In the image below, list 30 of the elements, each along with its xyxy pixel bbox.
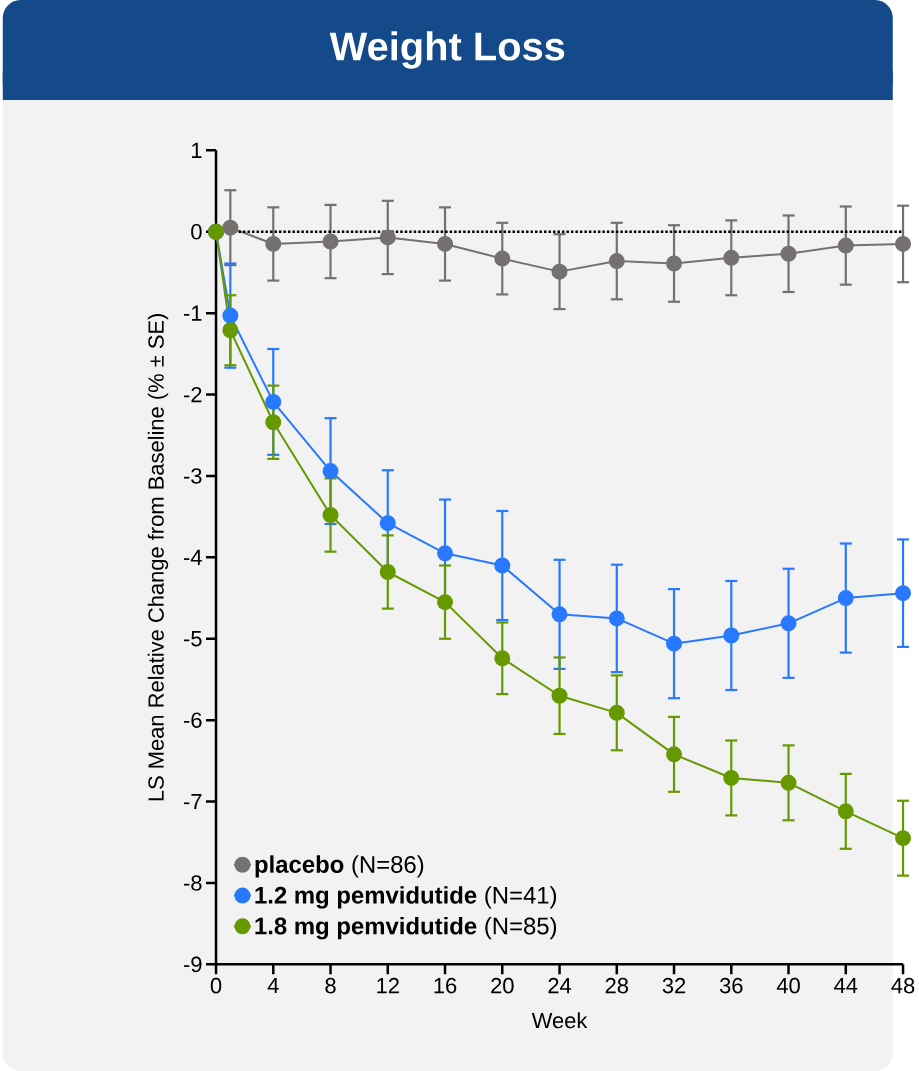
y-axis-title: LS Mean Relative Change from Baseline (% ± SE) <box>147 314 169 801</box>
x-tick-label: 36 <box>720 977 743 994</box>
x-axis-title: Week <box>532 1012 588 1029</box>
x-tick-label: 8 <box>325 977 336 994</box>
y-tick-label: 0 <box>191 223 202 240</box>
y-tick-label: -4 <box>184 549 203 565</box>
y-tick-label: -6 <box>184 712 202 728</box>
x-tick-label: 24 <box>548 977 572 994</box>
x-tick-label: 44 <box>834 977 858 993</box>
x-tick-label: 40 <box>777 977 801 994</box>
x-tick-label: 16 <box>434 977 457 994</box>
y-tick-label: -2 <box>184 386 202 403</box>
y-tick-label: -3 <box>184 468 202 484</box>
y-tick-label: -9 <box>184 956 202 973</box>
legend-label: placebo (N=86) <box>255 855 424 878</box>
y-tick-label: -7 <box>184 794 202 810</box>
y-tick-label: -1 <box>184 305 202 321</box>
x-tick-label: 12 <box>377 977 400 994</box>
x-tick-label: 20 <box>491 977 514 994</box>
x-tick-label: 48 <box>891 977 915 994</box>
y-tick-label: 1 <box>192 142 202 158</box>
legend-label: 1.2 mg pemvidutide (N=41) <box>255 886 557 909</box>
x-tick-label: 0 <box>211 977 222 994</box>
x-tick-label: 32 <box>662 977 686 994</box>
y-tick-label: -5 <box>184 631 202 647</box>
y-tick-label: -8 <box>184 875 202 891</box>
x-tick-label: 4 <box>267 977 279 993</box>
chart-title: Weight Loss <box>329 31 565 69</box>
legend-label: 1.8 mg pemvidutide (N=85) <box>255 916 557 940</box>
x-tick-label: 28 <box>605 977 629 994</box>
